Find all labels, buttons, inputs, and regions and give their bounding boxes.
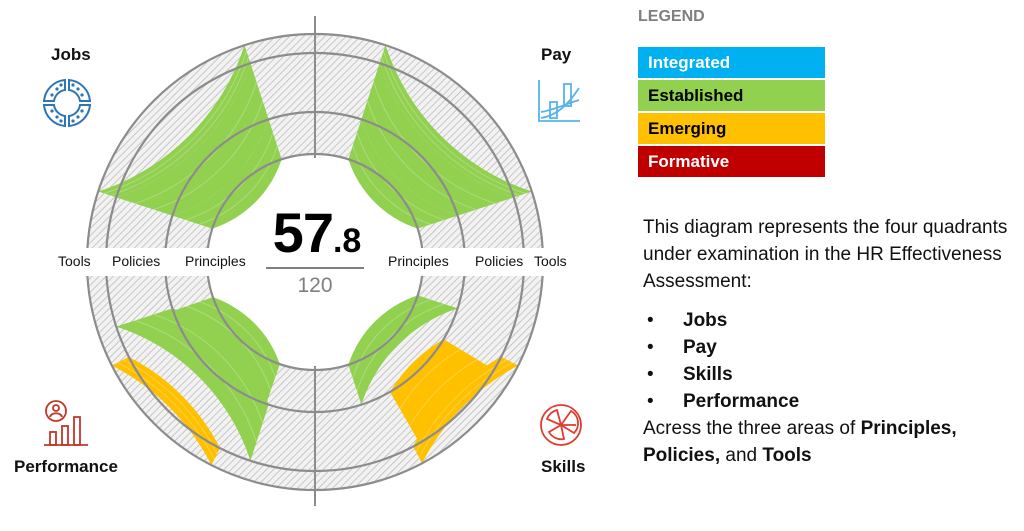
quadrant-label-pay: Pay — [541, 45, 572, 64]
legend: Integrated Established Emerging Formativ… — [638, 47, 825, 179]
segment-subarc — [153, 100, 264, 211]
segment-skills-principles — [348, 295, 458, 405]
segment-subarc — [356, 132, 445, 221]
legend-title: LEGEND — [638, 8, 705, 25]
description: This diagram represents the four quadran… — [643, 214, 1013, 469]
segment-jobs-principles — [172, 119, 282, 229]
list-item-jobs: • Jobs — [643, 307, 1013, 334]
segment-skills-tools — [413, 356, 519, 464]
legend-item-formative: Formative — [638, 146, 825, 177]
score-divider — [266, 267, 364, 269]
rings-layer — [85, 32, 545, 492]
segment-subarc — [418, 362, 513, 458]
segment-subarc — [134, 320, 257, 443]
segment-jobs-tools — [98, 45, 251, 198]
segment-subarc — [409, 359, 478, 427]
bullet-icon: • — [647, 337, 654, 358]
list-item-label: Performance — [683, 391, 800, 412]
overall-score: 57.8 — [258, 205, 376, 261]
list-item-label: Pay — [683, 337, 717, 358]
quadrant-label-performance: Performance — [14, 457, 118, 476]
segment-subarc — [366, 100, 477, 211]
segment-pay-tools — [379, 45, 532, 198]
list-item-label: Skills — [683, 364, 733, 385]
ring-label-left-policies: Policies — [112, 253, 160, 269]
segment-subarc — [104, 51, 247, 194]
performance-person-bars-icon — [44, 400, 88, 446]
bullet-icon: • — [647, 364, 654, 385]
ring-labels: Tools Policies Principles Principles Pol… — [58, 253, 567, 269]
list-item-skills: • Skills — [643, 361, 1013, 388]
bullet-icon: • — [647, 310, 654, 331]
segment-subarc — [134, 81, 257, 204]
ring-label-left-principles: Principles — [185, 253, 246, 269]
segment-subarc — [185, 132, 274, 221]
ring-label-right-policies: Policies — [475, 253, 523, 269]
bullet-icon: • — [647, 391, 654, 412]
segment-performance-tools — [111, 356, 221, 466]
segment-skills-policies — [390, 339, 495, 443]
list-item-performance: • Performance — [643, 388, 1013, 415]
ring-label-right-tools: Tools — [534, 253, 567, 269]
legend-item-emerging: Emerging — [638, 113, 825, 144]
ring-label-left-tools: Tools — [58, 253, 91, 269]
segment-subarc — [373, 81, 496, 204]
segment-performance-policies — [116, 308, 269, 461]
segment-subarc — [352, 145, 432, 225]
quadrant-label-skills: Skills — [541, 457, 586, 476]
rings-chart: Tools Policies Principles Principles Pol… — [58, 16, 567, 506]
segment-subarc — [381, 57, 520, 196]
legend-item-integrated: Integrated — [638, 47, 825, 78]
segment-subarc — [198, 145, 278, 225]
segment-subarc — [352, 299, 432, 379]
quadrant-label-jobs: Jobs — [51, 45, 91, 64]
jobs-ring-icon — [42, 78, 92, 128]
segment-subarc — [153, 313, 264, 424]
areas-sentence: Acress the three areas of Principles, Po… — [643, 415, 1013, 469]
areas-policies: Policies, — [643, 445, 721, 466]
areas-principles: Principles, — [860, 418, 957, 439]
segment-subarc — [383, 51, 526, 194]
segment-subarc — [122, 359, 218, 455]
quadrant-list: • Jobs • Pay • Skills • Performance — [643, 307, 1013, 415]
score-decimal: .8 — [332, 222, 362, 260]
list-item-label: Jobs — [683, 310, 728, 331]
pay-chart-icon — [538, 80, 580, 122]
description-intro: This diagram represents the four quadran… — [643, 217, 1008, 292]
skills-pie-icon — [540, 404, 582, 446]
list-item-pay: • Pay — [643, 334, 1013, 361]
score-whole: 57 — [272, 201, 334, 264]
center-mask — [312, 158, 318, 366]
segment-pay-policies — [361, 63, 514, 216]
segment-subarc — [356, 303, 445, 392]
segment-subarc — [117, 362, 215, 460]
areas-tools: Tools — [762, 445, 812, 466]
ring-label-right-principles: Principles — [388, 253, 449, 269]
hr-effectiveness-diagram: Tools Policies Principles Principles Pol… — [14, 16, 586, 506]
segment-jobs-policies — [116, 63, 269, 216]
segment-subarc — [399, 348, 461, 410]
areas-prefix: Acress the three areas of — [643, 418, 861, 439]
segment-subarc — [110, 57, 249, 196]
legend-item-established: Established — [638, 80, 825, 111]
segment-pay-principles — [348, 119, 458, 229]
score-total: 120 — [297, 274, 333, 297]
segment-performance-principles — [173, 297, 280, 404]
segment-subarc — [199, 301, 276, 378]
areas-and: and — [720, 445, 763, 466]
